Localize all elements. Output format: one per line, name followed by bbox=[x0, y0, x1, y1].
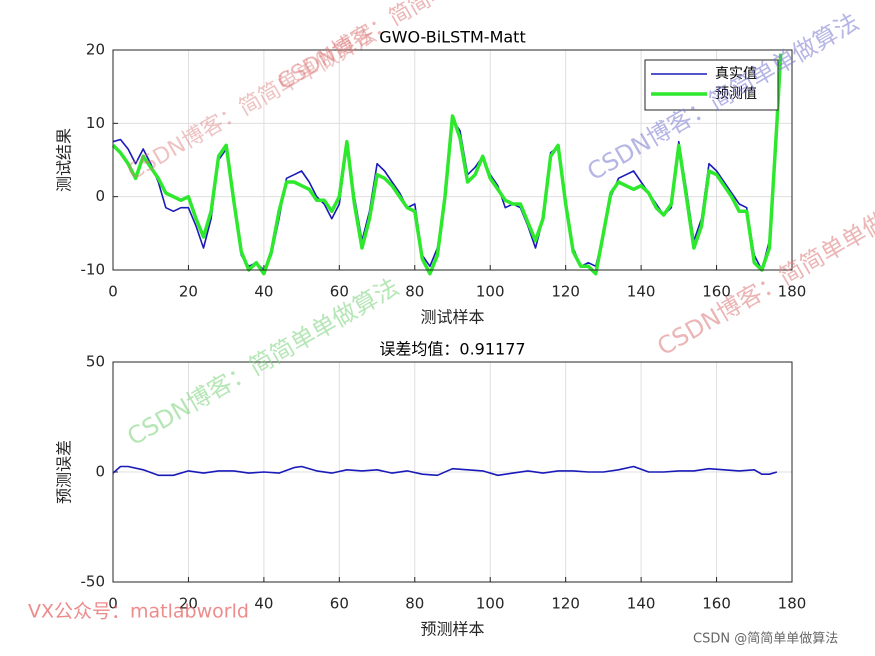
y-axis-label: 测试结果 bbox=[55, 128, 74, 192]
data-line bbox=[112, 465, 778, 477]
x-tick-label: 20 bbox=[179, 595, 198, 613]
x-tick-label: 20 bbox=[179, 283, 198, 301]
x-tick-label: 60 bbox=[330, 595, 349, 613]
x-tick-label: 60 bbox=[330, 283, 349, 301]
y-tick-label: -10 bbox=[81, 261, 106, 279]
axes-box bbox=[112, 49, 793, 271]
x-tick-label: 140 bbox=[627, 595, 656, 613]
x-tick-label: 120 bbox=[551, 283, 580, 301]
y-tick-label: -50 bbox=[81, 573, 106, 591]
y-tick-label: 0 bbox=[95, 187, 105, 205]
x-tick-label: 80 bbox=[405, 595, 424, 613]
x-tick-label: 140 bbox=[627, 283, 656, 301]
data-line bbox=[111, 53, 783, 276]
x-tick-label: 40 bbox=[254, 595, 273, 613]
y-tick-label: 0 bbox=[95, 463, 105, 481]
legend-label: 预测值 bbox=[715, 86, 757, 102]
chart-title: 误差均值：0.91177 bbox=[379, 340, 525, 359]
y-axis-label: 预测误差 bbox=[55, 440, 74, 504]
x-tick-label: 180 bbox=[778, 595, 807, 613]
x-tick-label: 160 bbox=[702, 595, 731, 613]
chart-title: GWO-BiLSTM-Matt bbox=[379, 28, 525, 47]
x-tick-label: 80 bbox=[405, 283, 424, 301]
watermark: CSDN @简简单单做算法 bbox=[693, 631, 838, 647]
watermark: VX公众号：matlabworld bbox=[28, 601, 249, 623]
y-tick-label: 20 bbox=[86, 41, 105, 59]
x-axis-label: 预测样本 bbox=[420, 620, 484, 639]
x-tick-label: 0 bbox=[108, 595, 118, 613]
x-axis-label: 测试样本 bbox=[420, 308, 484, 327]
y-tick-label: 50 bbox=[86, 353, 105, 371]
x-tick-label: 180 bbox=[778, 283, 807, 301]
y-tick-label: 10 bbox=[86, 114, 105, 132]
x-tick-label: 100 bbox=[476, 595, 505, 613]
x-tick-label: 120 bbox=[551, 595, 580, 613]
legend-box bbox=[644, 59, 779, 111]
x-tick-label: 100 bbox=[476, 283, 505, 301]
axes-box bbox=[112, 361, 793, 583]
x-tick-label: 40 bbox=[254, 283, 273, 301]
x-tick-label: 160 bbox=[702, 283, 731, 301]
legend-label: 真实值 bbox=[715, 66, 757, 82]
x-tick-label: 0 bbox=[108, 283, 118, 301]
